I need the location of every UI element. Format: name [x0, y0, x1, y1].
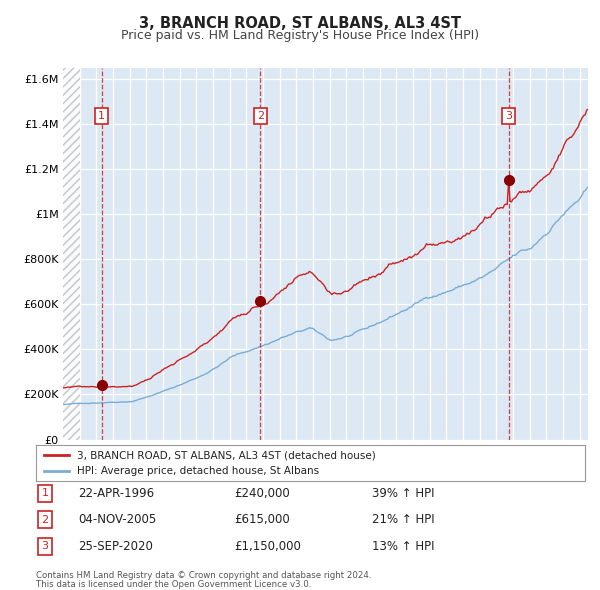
Text: Price paid vs. HM Land Registry's House Price Index (HPI): Price paid vs. HM Land Registry's House … [121, 29, 479, 42]
Text: £240,000: £240,000 [234, 487, 290, 500]
Text: 25-SEP-2020: 25-SEP-2020 [78, 540, 153, 553]
Text: 3: 3 [41, 542, 49, 551]
Text: HPI: Average price, detached house, St Albans: HPI: Average price, detached house, St A… [77, 466, 319, 476]
Text: 22-APR-1996: 22-APR-1996 [78, 487, 154, 500]
Text: 1: 1 [41, 489, 49, 498]
Text: 21% ↑ HPI: 21% ↑ HPI [372, 513, 434, 526]
Text: 3, BRANCH ROAD, ST ALBANS, AL3 4ST: 3, BRANCH ROAD, ST ALBANS, AL3 4ST [139, 16, 461, 31]
Text: 2: 2 [257, 111, 264, 121]
Text: This data is licensed under the Open Government Licence v3.0.: This data is licensed under the Open Gov… [36, 580, 311, 589]
Text: £615,000: £615,000 [234, 513, 290, 526]
Text: £1,150,000: £1,150,000 [234, 540, 301, 553]
Text: 3, BRANCH ROAD, ST ALBANS, AL3 4ST (detached house): 3, BRANCH ROAD, ST ALBANS, AL3 4ST (deta… [77, 450, 376, 460]
Text: 04-NOV-2005: 04-NOV-2005 [78, 513, 156, 526]
Text: 39% ↑ HPI: 39% ↑ HPI [372, 487, 434, 500]
Bar [63, 68, 80, 440]
Text: Contains HM Land Registry data © Crown copyright and database right 2024.: Contains HM Land Registry data © Crown c… [36, 571, 371, 581]
Text: 1: 1 [98, 111, 105, 121]
Text: 2: 2 [41, 515, 49, 525]
Text: 3: 3 [505, 111, 512, 121]
Text: 13% ↑ HPI: 13% ↑ HPI [372, 540, 434, 553]
